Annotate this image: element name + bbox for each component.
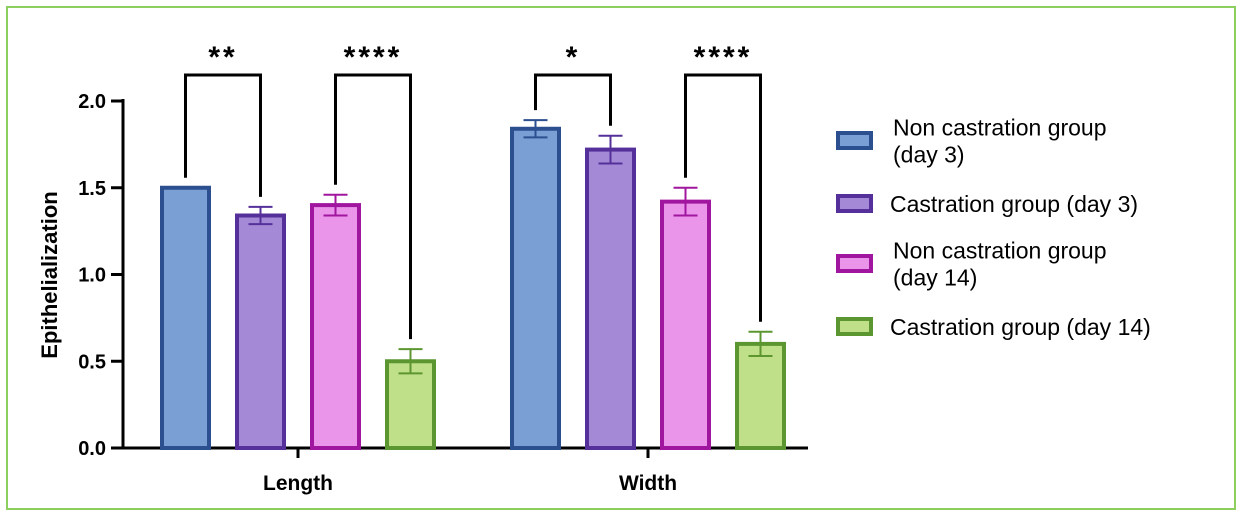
legend-label: (day 14) — [893, 265, 977, 291]
legend-label: Non castration group — [893, 238, 1107, 264]
x-tick-label: Length — [263, 472, 333, 495]
significance-bracket — [184, 73, 262, 197]
significance-label: **** — [344, 41, 403, 74]
legend-swatch — [836, 317, 873, 336]
bar — [585, 147, 636, 451]
legend-label: Castration group (day 3) — [890, 191, 1138, 217]
significance-label: * — [566, 41, 581, 74]
y-tick-label: 1.5 — [78, 178, 106, 200]
significance-brackets: ** **** * **** — [184, 41, 762, 340]
significance-label: ** — [208, 41, 237, 74]
bar — [735, 341, 786, 450]
axes: 0.0 0.5 1.0 1.5 2.0 Length Width — [78, 91, 808, 495]
bar — [160, 185, 211, 450]
legend-swatch — [836, 254, 873, 273]
bar — [660, 199, 711, 450]
y-axis-label: Epithelialization — [37, 191, 62, 358]
bar — [235, 213, 286, 450]
significance-bracket — [684, 73, 762, 322]
y-tick-label: 0.0 — [78, 438, 106, 460]
legend-label: Non castration group — [893, 115, 1107, 141]
x-tick-label: Width — [619, 472, 677, 495]
significance-bracket — [334, 73, 412, 340]
bar — [310, 203, 361, 450]
significance-bracket — [534, 73, 612, 126]
y-tick-label: 2.0 — [78, 91, 106, 113]
legend-swatch — [836, 194, 873, 213]
y-tick-label: 1.0 — [78, 265, 106, 287]
bars — [160, 119, 786, 451]
legend-label: Castration group (day 14) — [890, 314, 1151, 340]
y-tick-label: 0.5 — [78, 351, 106, 373]
legend-swatch — [836, 131, 873, 150]
bar — [510, 126, 561, 450]
legend: Non castration group(day 3)Castration gr… — [836, 115, 1151, 340]
significance-label: **** — [694, 41, 753, 74]
legend-label: (day 3) — [893, 142, 965, 168]
